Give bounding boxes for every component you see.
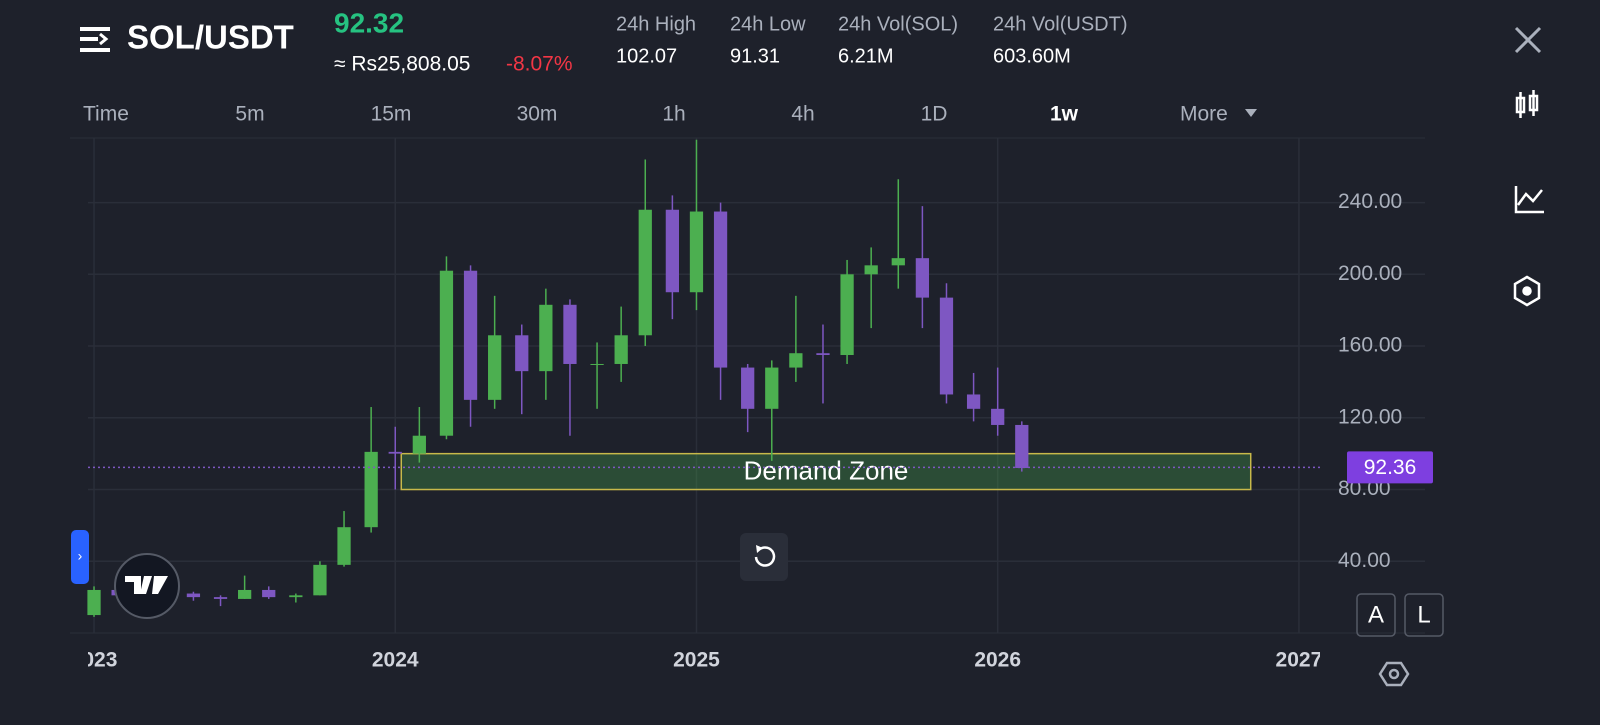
candle-body [337, 527, 351, 565]
x-axis-labels: 2023 2024 2025 2026 2027 [71, 649, 1323, 672]
candle-body [789, 353, 803, 368]
candle-body [689, 211, 704, 293]
x-tick-label: 2023 [71, 649, 118, 672]
stat-label: 24h High [616, 13, 696, 35]
timeframe[interactable]: 1h [662, 103, 685, 126]
candle-body [213, 597, 228, 599]
timeframe-active[interactable]: 1w [1050, 103, 1079, 126]
log-label[interactable]: L [1417, 601, 1430, 628]
candle-body [816, 353, 830, 356]
x-tick-label: 2027 [1276, 649, 1323, 672]
candle-body [262, 589, 276, 598]
x-tick-label: 2025 [673, 649, 720, 672]
candle-body [665, 209, 679, 293]
candle-body [614, 335, 628, 364]
auto-button[interactable] [1356, 593, 1396, 637]
zone-label: Demand Zone [744, 455, 909, 485]
candle-body [915, 258, 930, 298]
candle-body [966, 394, 981, 409]
candle-body [238, 589, 252, 599]
candle-body [840, 274, 854, 356]
candle-body [713, 211, 728, 368]
indicator-icon[interactable] [1514, 186, 1544, 214]
menu-icon[interactable] [80, 27, 110, 52]
demand-zone [400, 452, 1252, 491]
candle-body [388, 451, 402, 454]
candle-body [515, 335, 529, 372]
last-price-box [1347, 451, 1433, 484]
candle-body [463, 270, 478, 400]
chart-settings-icon[interactable] [1378, 661, 1410, 687]
side-tab-arrow: › [78, 548, 83, 564]
y-tick-label: 200.00 [1338, 262, 1402, 285]
timeframe[interactable]: 30m [517, 103, 558, 126]
candle-body [488, 335, 502, 400]
candle-body [638, 209, 652, 336]
candle-body [186, 593, 201, 598]
timeframe-more[interactable]: More [1180, 103, 1228, 126]
y-tick-label: 240.00 [1338, 190, 1402, 213]
candle-body [741, 367, 755, 409]
stat-value: 603.60M [993, 45, 1071, 67]
candle-body [991, 408, 1005, 425]
x-tick-label: 2024 [372, 649, 419, 672]
change: -8.07% [506, 53, 573, 76]
candle-body [439, 270, 454, 436]
candle-body [87, 589, 101, 616]
x-tick-label: 2026 [974, 649, 1021, 672]
candle-body [864, 265, 878, 275]
price: 92.32 [334, 7, 404, 38]
timeframe[interactable]: 15m [371, 103, 412, 126]
stat-label: 24h Vol(USDT) [993, 13, 1128, 35]
candle-body [313, 564, 327, 596]
candle-icon[interactable] [1515, 90, 1539, 118]
stat-label: 24h Low [730, 13, 806, 35]
fiat-price: ≈ Rs25,808.05 [334, 53, 470, 76]
candle-body [364, 451, 378, 528]
settings-hex-icon[interactable] [1513, 275, 1541, 307]
stat-value: 6.21M [838, 45, 894, 67]
last-price-label: 92.36 [1364, 456, 1417, 479]
reset-button[interactable] [740, 533, 788, 581]
candle-body [412, 435, 426, 454]
stat-value: 91.31 [730, 45, 780, 67]
auto-label[interactable]: A [1368, 601, 1384, 628]
side-tab[interactable] [71, 530, 89, 584]
timeframe[interactable]: 4h [791, 103, 814, 126]
close-icon[interactable] [1514, 26, 1542, 54]
candle-body [563, 304, 577, 364]
timeframe[interactable]: 5m [235, 103, 264, 126]
timeframe[interactable]: 1D [921, 103, 948, 126]
timeframe[interactable]: Time [83, 103, 129, 126]
tradingview-logo [114, 553, 180, 619]
candle-body [539, 304, 553, 372]
pair[interactable]: SOL/USDT [127, 19, 294, 56]
candle-body [765, 367, 779, 409]
stat-label: 24h Vol(SOL) [838, 13, 958, 35]
stat-value: 102.07 [616, 45, 677, 67]
y-tick-label: 120.00 [1338, 405, 1402, 428]
candle-body [891, 258, 905, 266]
candle-body [1015, 424, 1029, 468]
dropdown-arrow [1245, 109, 1257, 117]
candle-body [590, 363, 604, 365]
y-tick-label: 160.00 [1338, 334, 1402, 357]
y-tick-label: 40.00 [1338, 549, 1391, 572]
candle-body [289, 595, 303, 598]
candle-body [939, 297, 954, 395]
log-button[interactable] [1404, 593, 1444, 637]
